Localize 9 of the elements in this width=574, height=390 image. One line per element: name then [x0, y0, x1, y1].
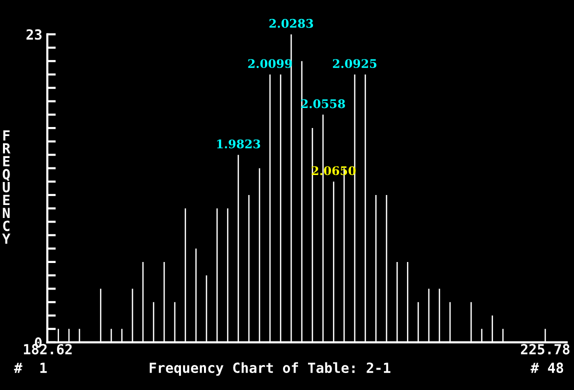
text: FREQUENCY [2, 130, 10, 244]
y-tick-label: 23 [26, 29, 42, 40]
text: # 1 [14, 362, 47, 373]
text: Frequency Chart of Table: 2-1 [150, 362, 390, 376]
annotation: 2.0283 [269, 18, 314, 28]
annotation: 1.9823 [217, 139, 260, 148]
text: # 48 [530, 362, 564, 374]
x-tick-label: 225.78 [520, 344, 570, 354]
annotation: 2.0925 [332, 59, 376, 68]
